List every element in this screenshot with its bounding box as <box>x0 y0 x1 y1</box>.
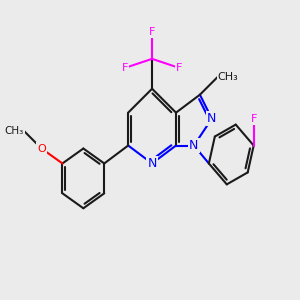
Text: O: O <box>37 143 46 154</box>
Text: CH₃: CH₃ <box>218 72 238 82</box>
Text: N: N <box>147 157 157 170</box>
Text: N: N <box>189 139 199 152</box>
Text: F: F <box>176 63 182 73</box>
Text: CH₃: CH₃ <box>4 126 24 136</box>
Text: F: F <box>122 63 128 73</box>
Text: F: F <box>149 27 155 37</box>
Text: F: F <box>250 114 257 124</box>
Text: N: N <box>207 112 217 125</box>
